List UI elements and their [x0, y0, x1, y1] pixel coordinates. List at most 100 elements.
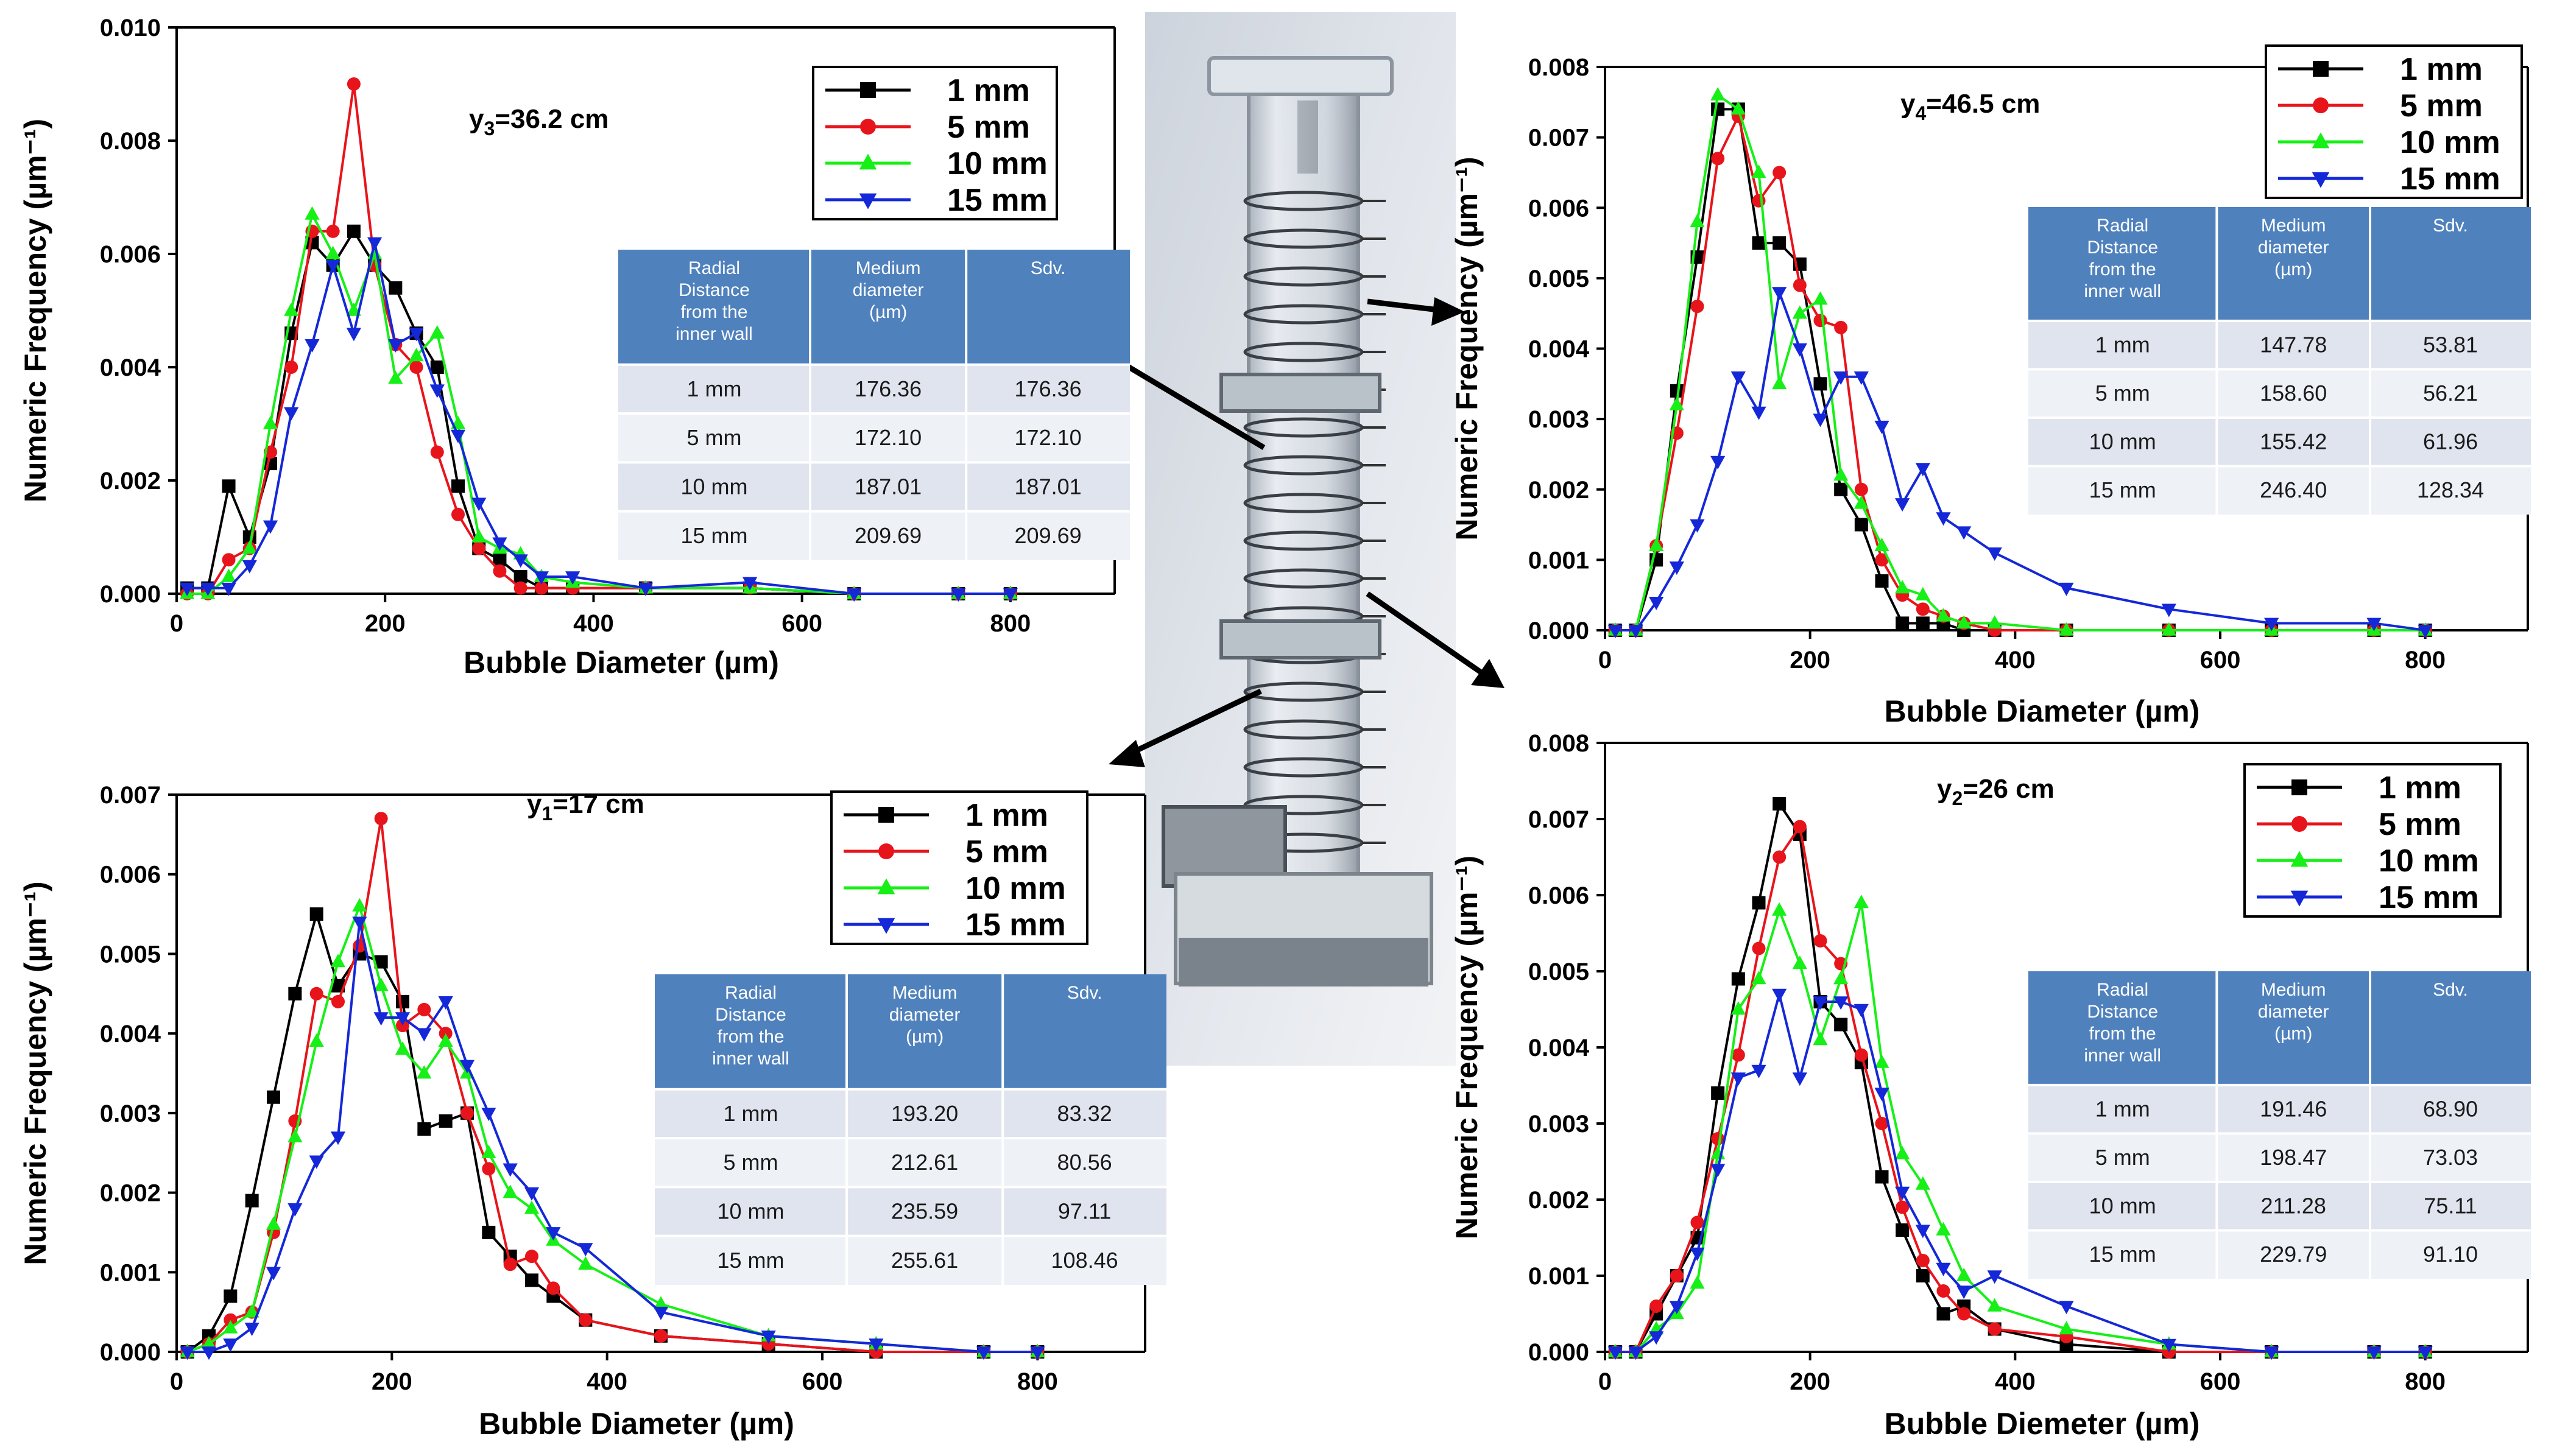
- data-point: [1730, 1001, 1746, 1015]
- table-row: [655, 1187, 1166, 1236]
- legend-label: 10 mm: [2379, 843, 2479, 879]
- column-top-cap: [1207, 56, 1394, 96]
- data-point: [2313, 61, 2329, 77]
- table-cell: 83.32: [1057, 1101, 1112, 1126]
- chart-c3: 0.000 0.001 0.002 0.003 0.004 0.005 0.006 0.007…: [18, 782, 1166, 1441]
- y-axis-title: Numeric Frequency (µm⁻¹): [18, 881, 52, 1265]
- table-cell: 246.40: [2260, 477, 2327, 502]
- legend-label: 15 mm: [2400, 161, 2500, 197]
- data-point: [482, 1162, 496, 1176]
- chart-c4: 0.000 0.001 0.002 0.003 0.004 0.005 0.006 0.007…: [1450, 730, 2531, 1441]
- data-point: [492, 537, 507, 551]
- data-point: [1834, 1018, 1848, 1032]
- table-cell: 15 mm: [717, 1248, 784, 1273]
- y-tick-label: 0.010: [100, 15, 161, 41]
- table-header-cell: Radial Distance from the inner wall: [2084, 980, 2161, 1066]
- data-point: [2161, 622, 2176, 636]
- data-point: [1752, 941, 1766, 955]
- data-point: [1915, 463, 1930, 477]
- data-point: [451, 507, 465, 521]
- data-point: [525, 1250, 538, 1264]
- data-point: [2418, 625, 2433, 639]
- data-point: [481, 1108, 496, 1122]
- data-point: [1987, 1298, 2002, 1312]
- data-point: [1773, 850, 1787, 864]
- data-point: [1936, 1222, 1951, 1236]
- data-point: [877, 878, 895, 895]
- y-tick-label: 0.006: [100, 862, 161, 888]
- y-tick-label: 0.005: [100, 941, 161, 968]
- data-point: [347, 77, 361, 91]
- data-point: [1649, 596, 1664, 610]
- data-point: [472, 541, 486, 555]
- data-point: [2059, 1301, 2074, 1315]
- data-point: [284, 360, 298, 374]
- data-point: [221, 582, 236, 596]
- data-point: [1607, 625, 1623, 639]
- table-cell: 53.81: [2423, 332, 2478, 357]
- data-point: [2312, 172, 2330, 188]
- data-point: [534, 581, 548, 595]
- data-point: [1834, 482, 1848, 496]
- data-point: [1936, 1284, 1950, 1298]
- data-point: [417, 1065, 432, 1079]
- series-s10: [1607, 87, 2433, 636]
- data-point: [430, 445, 444, 459]
- table-cell: 147.78: [2260, 332, 2327, 357]
- y-tick-label: 0.001: [1528, 1263, 1589, 1290]
- series-s15: [1607, 988, 2433, 1360]
- y-tick-label: 0.006: [1528, 882, 1589, 909]
- data-point: [2059, 622, 2074, 636]
- table-header-bg: [618, 250, 1130, 365]
- data-point: [389, 281, 403, 295]
- x-tick-label: 0: [1598, 1368, 1612, 1395]
- table-cell: 187.01: [1015, 474, 1082, 499]
- chart-title: y1=17 cm: [527, 789, 644, 825]
- data-point: [429, 325, 445, 339]
- legend-label: 15 mm: [2379, 880, 2479, 915]
- data-point: [1711, 1086, 1725, 1100]
- data-point: [1751, 1064, 1766, 1078]
- y-tick-label: 0.000: [100, 1339, 161, 1366]
- data-point: [1649, 538, 1664, 552]
- table-header-cell: Sdv.: [1067, 983, 1102, 1003]
- data-point: [1834, 320, 1848, 334]
- data-point: [653, 1306, 669, 1320]
- table-header-cell: Sdv.: [2433, 980, 2468, 1000]
- data-point: [1731, 1048, 1745, 1062]
- data-point: [1854, 895, 1869, 909]
- x-tick-label: 0: [1598, 647, 1612, 673]
- data-point: [1875, 1170, 1889, 1184]
- data-point: [1649, 1299, 1663, 1313]
- x-axis-title: Bubble Diameter (µm): [479, 1407, 794, 1441]
- table-cell: 176.36: [1015, 376, 1082, 401]
- table-row: [655, 1236, 1166, 1285]
- data-point: [200, 582, 216, 596]
- data-point: [1730, 101, 1746, 115]
- data-point: [1792, 305, 1807, 319]
- data-point: [1833, 467, 1849, 481]
- legend-label: 1 mm: [2379, 770, 2461, 806]
- table-cell: 1 mm: [2095, 1097, 2150, 1122]
- table-cell: 5 mm: [2095, 381, 2150, 406]
- data-point: [1628, 625, 1643, 639]
- table-cell: 5 mm: [687, 425, 742, 450]
- data-point: [1793, 820, 1807, 834]
- data-point: [1916, 1254, 1930, 1267]
- data-point: [309, 1155, 324, 1169]
- x-tick-label: 800: [1017, 1368, 1058, 1395]
- y-axis-title: Numeric Frequency (µm⁻¹): [1450, 157, 1484, 540]
- data-point: [1916, 602, 1930, 616]
- legend-label: 5 mm: [965, 834, 1048, 870]
- table-row: [2028, 417, 2531, 466]
- data-point: [263, 520, 278, 534]
- table-cell: 172.10: [855, 425, 922, 450]
- x-axis-title: Bubble Diameter (µm): [464, 645, 779, 680]
- table-row: [618, 511, 1130, 560]
- table-cell: 1 mm: [2095, 332, 2150, 357]
- y-tick-label: 0.003: [1528, 406, 1589, 433]
- stats-table: Radial Distance from the inner wall Medium di…: [618, 250, 1130, 560]
- table-header-cell: Medium diameter (µm): [889, 983, 961, 1047]
- table-header-cell: Medium diameter (µm): [853, 258, 924, 322]
- data-point: [2161, 603, 2176, 617]
